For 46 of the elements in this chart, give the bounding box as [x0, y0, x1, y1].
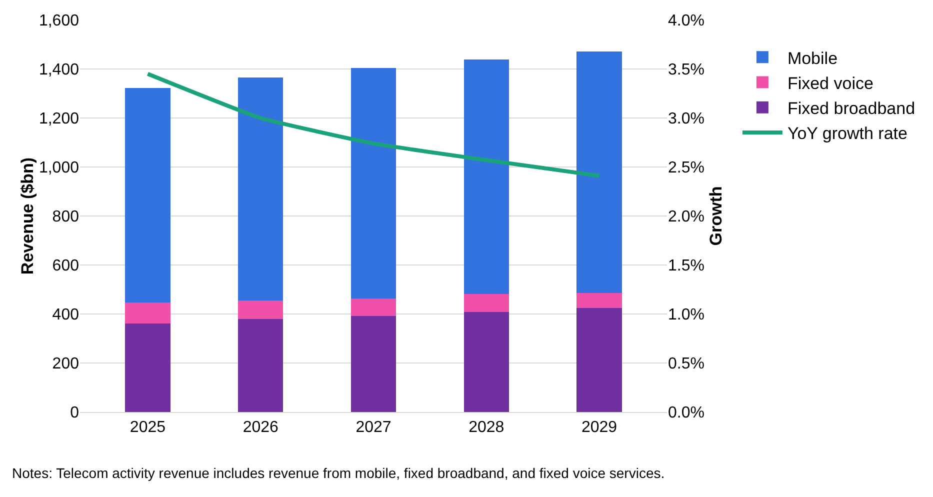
legend-label: YoY growth rate	[787, 124, 908, 144]
bar	[125, 302, 170, 324]
text: Notes: Telecom activity revenue includes revenue from mobile, fixed broadband, and fixed voice services.	[12, 465, 665, 481]
bar	[576, 293, 622, 308]
x-tick-label: 2028	[468, 419, 504, 436]
y-tick-label: 1,400	[38, 62, 80, 79]
bar	[125, 323, 170, 412]
y2-tick-label: 0.0%	[668, 404, 704, 422]
y-axis-title: Revenue ($bn)	[18, 157, 37, 275]
legend-label: Fixed voice	[787, 74, 874, 93]
bar	[350, 68, 396, 298]
legend-label: Mobile	[787, 48, 838, 68]
bar	[576, 308, 622, 412]
x-tick-label: 2025	[130, 419, 166, 436]
y2-tick-label: 1.5%	[668, 258, 704, 275]
x-tick-label: 2029	[581, 419, 618, 436]
bar	[125, 88, 170, 302]
bar	[350, 316, 396, 412]
y-tick-label: 200	[52, 356, 80, 373]
y2-tick-label: 3.0%	[668, 110, 704, 128]
y-tick-label: 400	[52, 306, 80, 324]
y2-tick-label: 2.5%	[668, 160, 704, 177]
y2-tick-label: 0.5%	[668, 356, 704, 373]
y-tick-label: 0	[70, 404, 80, 422]
y-tick-label: 1,600	[38, 12, 80, 30]
bar	[238, 77, 284, 301]
bar	[238, 319, 284, 412]
bar	[464, 294, 509, 312]
y2-axis-title: Growth	[706, 186, 726, 246]
line-series	[146, 72, 602, 178]
y-tick-label: 600	[52, 258, 80, 275]
legend-label: Fixed broadband	[787, 98, 916, 118]
bar	[238, 300, 284, 320]
bar	[464, 60, 509, 294]
y2-tick-label: 2.0%	[668, 208, 704, 226]
bar	[350, 298, 396, 316]
x-tick-label: 2027	[356, 419, 392, 436]
y-tick-label: 1,000	[38, 160, 80, 177]
y2-tick-label: 1.0%	[668, 306, 704, 324]
y2-tick-label: 3.5%	[668, 62, 704, 79]
y2-tick-label: 4.0%	[668, 12, 704, 30]
y-tick-label: 1,200	[38, 110, 80, 128]
bar	[576, 51, 622, 294]
x-tick-label: 2026	[242, 419, 279, 436]
y-tick-label: 800	[52, 208, 80, 226]
bar	[464, 312, 509, 412]
